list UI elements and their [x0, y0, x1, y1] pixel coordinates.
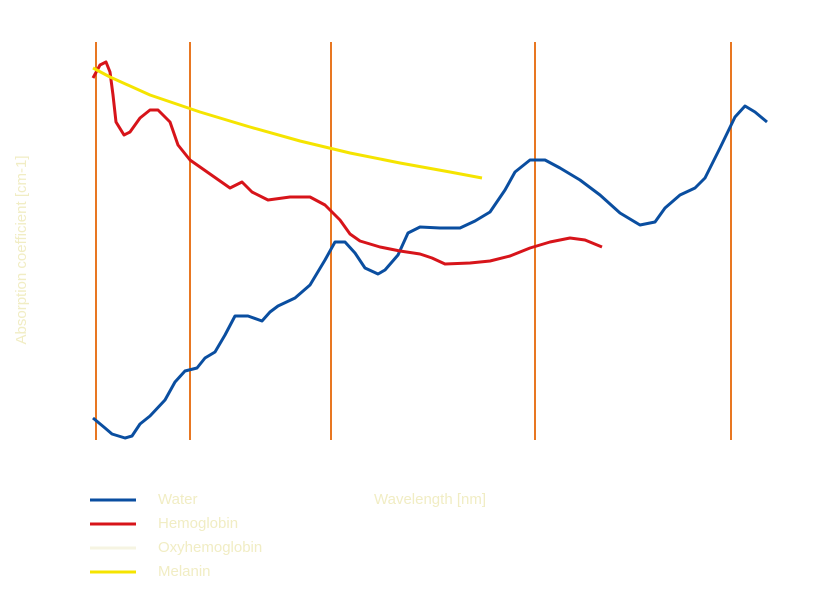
- series-line: [92, 104, 768, 440]
- series-line: [91, 60, 603, 266]
- legend-label: Hemoglobin: [158, 515, 238, 532]
- legend-label: Oxyhemoglobin: [158, 539, 262, 556]
- legend-label: Melanin: [158, 563, 211, 580]
- series-line: [92, 66, 483, 180]
- x-axis-label: Wavelength [nm]: [374, 491, 486, 508]
- y-axis-label: Absorption coefficient [cm-1]: [13, 156, 30, 345]
- legend-label: Water: [158, 491, 197, 508]
